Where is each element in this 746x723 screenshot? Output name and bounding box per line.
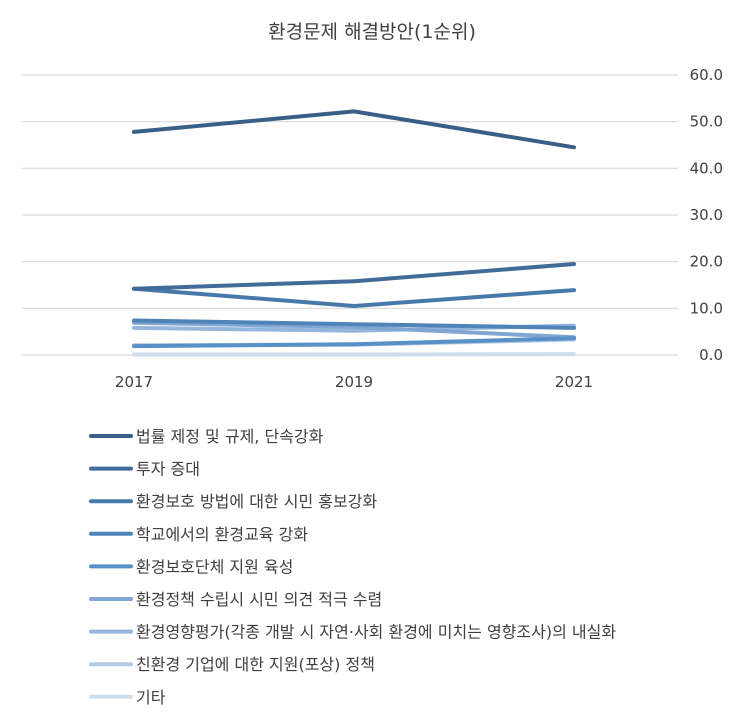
legend-label: 기타 [136, 688, 166, 707]
legend-label: 투자 증대 [136, 460, 200, 479]
legend-item: 환경영향평가(각종 개발 시 자연·사회 환경에 미치는 영향조사)의 내실화 [89, 623, 616, 642]
x-tick-label: 2019 [335, 373, 373, 391]
y-axis-tick-labels: 0.0 10.0 20.0 30.0 40.0 50.0 60.0 [690, 66, 723, 364]
legend-label: 환경보호단체 지원 육성 [136, 557, 293, 576]
legend-item: 투자 증대 [89, 460, 200, 479]
legend-item: 법률 제정 및 규제, 단속강화 [89, 427, 324, 446]
gridlines [22, 74, 678, 356]
legend-label: 환경영향평가(각종 개발 시 자연·사회 환경에 미치는 영향조사)의 내실화 [136, 623, 616, 642]
legend-label: 친환경 기업에 대한 지원(포상) 정책 [136, 655, 375, 674]
series-line [132, 320, 576, 340]
legend-label: 환경정책 수립시 시민 의견 적극 수렴 [136, 590, 382, 609]
legend-item: 친환경 기업에 대한 지원(포상) 정책 [89, 655, 375, 674]
legend-item: 기타 [89, 688, 166, 707]
y-tick-label: 30.0 [690, 206, 723, 224]
series-line [132, 262, 576, 291]
legend-label: 법률 제정 및 규제, 단속강화 [136, 427, 324, 446]
y-tick-label: 10.0 [690, 299, 723, 317]
y-tick-label: 40.0 [690, 159, 723, 177]
x-tick-label: 2021 [555, 373, 593, 391]
series-lines [132, 109, 576, 357]
y-tick-label: 0.0 [699, 346, 723, 364]
x-tick-label: 2017 [115, 373, 153, 391]
legend-item: 환경보호 방법에 대한 시민 홍보강화 [89, 492, 377, 511]
legend-label: 환경보호 방법에 대한 시민 홍보강화 [136, 492, 377, 511]
legend-item: 학교에서의 환경교육 강화 [89, 525, 308, 544]
x-axis-tick-labels: 2017 2019 2021 [115, 373, 593, 391]
legend-item: 환경정책 수립시 시민 의견 적극 수렴 [89, 590, 382, 609]
y-tick-label: 50.0 [690, 113, 723, 131]
y-tick-label: 60.0 [690, 66, 723, 84]
series-line [132, 286, 576, 308]
legend-item: 환경보호단체 지원 육성 [89, 557, 293, 576]
series-line [132, 109, 576, 150]
chart-title: 환경문제 해결방안(1순위) [268, 21, 476, 43]
series-line [132, 318, 576, 330]
y-tick-label: 20.0 [690, 253, 723, 271]
legend-label: 학교에서의 환경교육 강화 [136, 525, 308, 544]
series-line [132, 336, 576, 349]
